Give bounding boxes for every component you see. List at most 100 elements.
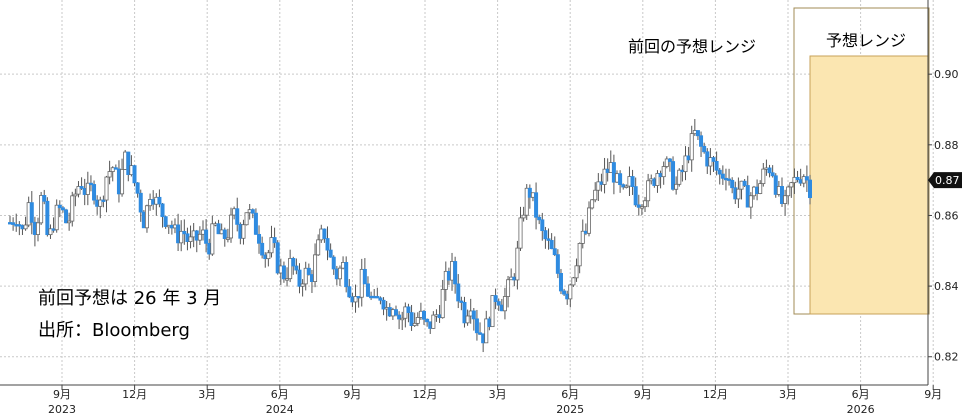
candle bbox=[409, 304, 414, 331]
candle-body-up bbox=[144, 205, 149, 229]
candle bbox=[459, 296, 464, 311]
candle-body-up bbox=[85, 182, 90, 195]
candle-body-up bbox=[316, 239, 321, 256]
candle-body-down bbox=[135, 182, 140, 194]
x-tick-label: 9月 bbox=[634, 388, 652, 401]
candle-body-up bbox=[783, 195, 788, 204]
candle bbox=[543, 226, 548, 249]
candle bbox=[403, 302, 408, 328]
candle bbox=[783, 189, 788, 216]
x-tick-layer: 9月 2023 12月 3月 6月 2024 9月 12月 3月 6月 2025 9月 12月 3月 6月 2… bbox=[48, 385, 942, 416]
candle bbox=[667, 157, 672, 172]
candle bbox=[767, 164, 772, 178]
candle bbox=[456, 274, 461, 309]
candle-body-up bbox=[210, 223, 215, 255]
candle bbox=[689, 125, 694, 172]
candle bbox=[602, 157, 607, 194]
candle-body-down bbox=[720, 173, 725, 179]
candle bbox=[425, 318, 430, 327]
candle bbox=[786, 185, 791, 205]
candle bbox=[699, 131, 704, 157]
candle bbox=[48, 224, 53, 239]
candle bbox=[400, 311, 405, 330]
candle bbox=[194, 229, 199, 253]
candle bbox=[85, 171, 90, 206]
x-tick-label: 9月 bbox=[53, 388, 71, 401]
x-tick-label: 12月 bbox=[703, 388, 728, 401]
candle-body-down bbox=[42, 195, 47, 202]
candle bbox=[761, 163, 766, 187]
candle bbox=[748, 192, 753, 219]
candle bbox=[244, 212, 249, 226]
x-year-label: 2024 bbox=[266, 403, 294, 415]
candle bbox=[702, 142, 707, 154]
candle bbox=[521, 206, 526, 222]
candle-body-down bbox=[702, 145, 707, 153]
candle-body-down bbox=[331, 256, 336, 270]
candle bbox=[534, 182, 539, 230]
candle-body-up bbox=[524, 187, 529, 216]
candle-body-up bbox=[229, 214, 234, 239]
candle-body-up bbox=[337, 267, 342, 280]
candle bbox=[260, 236, 265, 259]
candle bbox=[496, 298, 501, 311]
candle bbox=[23, 216, 28, 231]
candle-body-down bbox=[474, 318, 479, 334]
candle bbox=[98, 196, 103, 219]
candle bbox=[163, 215, 168, 229]
candle-body-down bbox=[453, 261, 458, 285]
candle bbox=[266, 249, 271, 267]
candle-body-up bbox=[415, 317, 420, 324]
candle bbox=[717, 167, 722, 185]
candle-body-up bbox=[518, 217, 523, 249]
candle-body-up bbox=[786, 186, 791, 197]
candle bbox=[275, 240, 280, 275]
candle bbox=[727, 168, 732, 186]
x-year-label: 2023 bbox=[48, 403, 76, 415]
candle-body-up bbox=[789, 182, 794, 188]
candle bbox=[664, 156, 669, 169]
candle bbox=[92, 180, 97, 205]
candle bbox=[45, 197, 50, 237]
candle-body-down bbox=[456, 283, 461, 302]
candle bbox=[795, 170, 800, 183]
x-tick-label: 3月 bbox=[198, 388, 216, 401]
candle-body-up bbox=[288, 258, 293, 280]
candle bbox=[222, 227, 227, 247]
candle bbox=[216, 219, 221, 235]
candle bbox=[344, 256, 349, 293]
candle bbox=[281, 261, 286, 283]
candle-body-down bbox=[795, 176, 800, 180]
candle-body-down bbox=[260, 242, 265, 256]
candle bbox=[70, 191, 75, 227]
candle bbox=[179, 220, 184, 252]
candle-body-up bbox=[602, 168, 607, 185]
candle-body-down bbox=[611, 162, 616, 183]
candle bbox=[577, 242, 582, 274]
candle bbox=[79, 177, 84, 190]
candle-body-down bbox=[714, 161, 719, 171]
candle bbox=[624, 184, 629, 189]
candle-body-up bbox=[179, 230, 184, 244]
candle-body-up bbox=[674, 183, 679, 190]
candle bbox=[325, 226, 330, 261]
candle bbox=[225, 228, 230, 243]
candle-body-up bbox=[643, 200, 648, 208]
candle-body-up bbox=[586, 207, 591, 234]
y-tick-label: 0.90 bbox=[934, 68, 959, 81]
candle-body-down bbox=[163, 216, 168, 227]
candle-body-down bbox=[543, 230, 548, 240]
candle bbox=[29, 191, 34, 235]
candle-body-down bbox=[406, 306, 411, 313]
x-tick-label: 3月 bbox=[489, 388, 507, 401]
candle bbox=[804, 165, 809, 192]
candle-body-up bbox=[683, 155, 688, 173]
candle-body-up bbox=[655, 173, 660, 186]
candle bbox=[730, 177, 735, 194]
last-value-marker: 0.87 bbox=[928, 172, 962, 189]
candle bbox=[57, 200, 62, 218]
candle bbox=[313, 243, 318, 288]
candle-body-up bbox=[639, 206, 644, 209]
candle bbox=[120, 158, 125, 197]
candle bbox=[36, 217, 41, 242]
